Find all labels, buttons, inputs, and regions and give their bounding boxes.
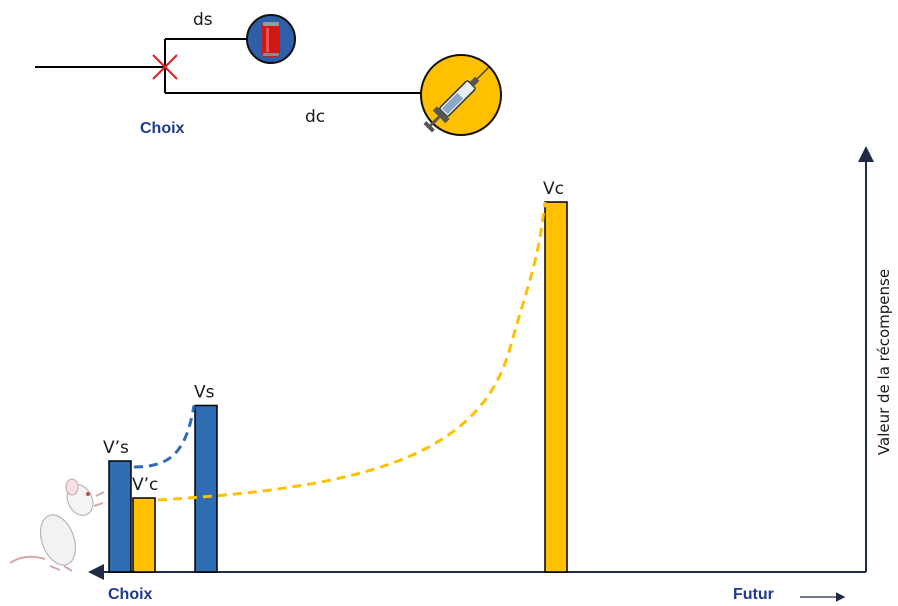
bar-label-vs: Vs [194,383,215,403]
large-delay-label: dc [305,107,325,127]
rat-icon [9,478,105,572]
bar-vs [194,404,218,573]
reward-value-chart: Valeur de la récompense Choix Futur V’s … [9,146,893,603]
y-axis-label: Valeur de la récompense [875,269,893,455]
syringe-icon [420,54,502,136]
bar-v-prime-c [132,497,156,573]
bar-label-v-prime-s: V’s [103,438,129,458]
small-reward-discount-curve [133,405,196,469]
large-reward-discount-curve [157,201,547,502]
soda-can-icon [246,14,296,64]
choice-schema: Choix ds dc [35,10,502,137]
x-axis-start-label: Choix [108,586,153,603]
choice-cross-icon [152,54,178,80]
schema-choice-label: Choix [140,120,185,137]
bar-vc [544,201,568,573]
bar-label-vc: Vc [543,179,564,199]
bar-v-prime-s [108,460,132,573]
small-delay-label: ds [193,10,213,30]
x-axis-end-label: Futur [733,586,774,603]
bar-label-v-prime-c: V’c [132,475,158,495]
